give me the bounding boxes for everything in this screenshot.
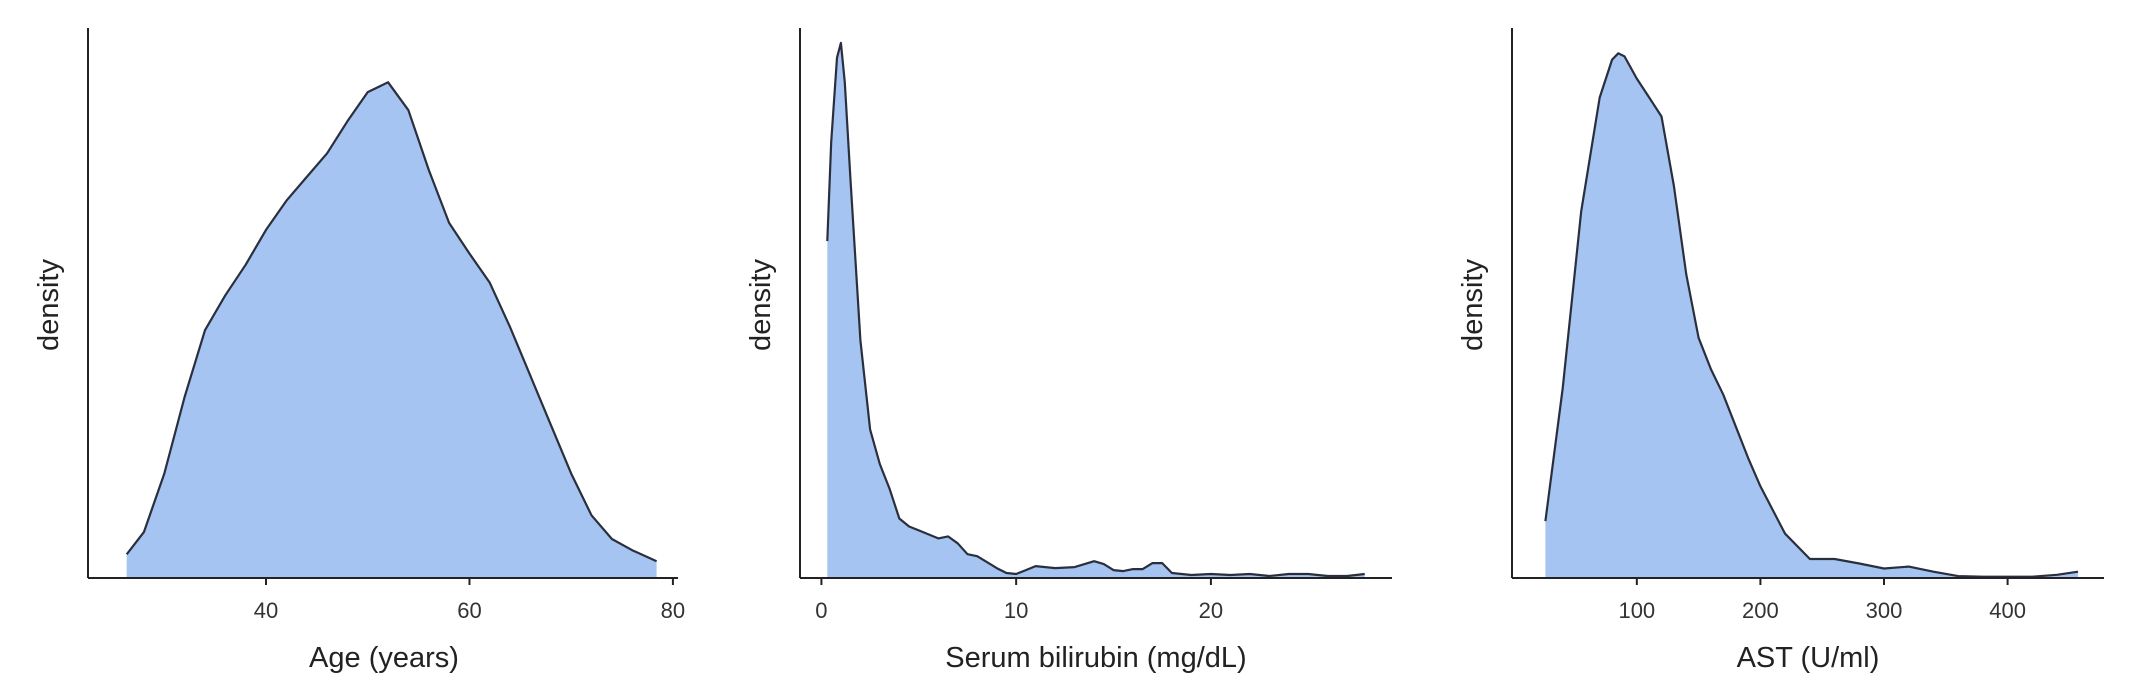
density-curve [826, 41, 1365, 578]
y-axis-title: density [745, 259, 777, 351]
x-tick-label: 0 [815, 598, 827, 623]
x-tick-label: 200 [1742, 598, 1779, 623]
x-tick-label: 40 [254, 598, 278, 623]
ast-density-panel: density AST (U/ml) 100 200 300 400 [1457, 28, 2104, 674]
density-curve [1544, 52, 2079, 578]
density-area [827, 42, 1365, 578]
x-tick-label: 300 [1866, 598, 1903, 623]
y-axis-title: density [33, 259, 65, 351]
y-axis-title: density [1457, 259, 1489, 351]
x-tick-label: 80 [661, 598, 685, 623]
x-tick-label: 20 [1199, 598, 1223, 623]
x-tick-label: 100 [1618, 598, 1655, 623]
age-density-panel: density Age (years) 40 60 80 [33, 28, 685, 674]
x-axis-title: Serum bilirubin (mg/dL) [945, 642, 1246, 674]
x-axis-title: AST (U/ml) [1737, 642, 1880, 674]
density-curve [125, 81, 658, 563]
density-area [126, 82, 657, 579]
bilirubin-density-panel: density Serum bilirubin (mg/dL) 0 10 20 [745, 28, 1392, 674]
x-tick-label: 400 [1989, 598, 2026, 623]
density-area [1545, 53, 2078, 579]
x-axis-title: Age (years) [309, 642, 459, 674]
x-tick-label: 10 [1004, 598, 1028, 623]
x-tick-label: 60 [457, 598, 481, 623]
